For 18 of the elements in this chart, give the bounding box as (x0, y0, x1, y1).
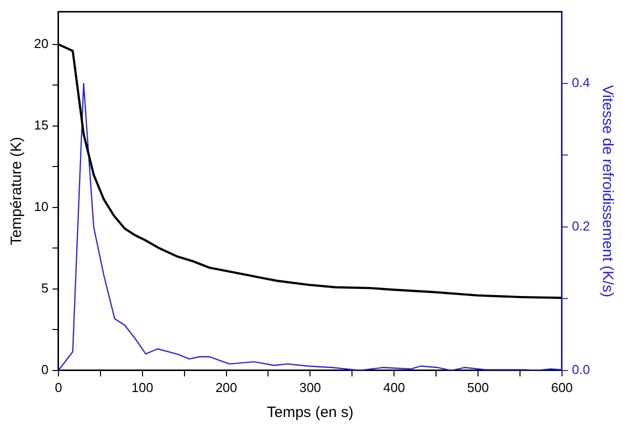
y2-tick-label: 0.0 (572, 362, 590, 377)
y-tick-label: 15 (34, 117, 48, 132)
x-tick-label: 100 (132, 380, 154, 395)
x-tick-label: 500 (467, 380, 489, 395)
y2-axis-title: Vitesse de refroidissement (K/s) (598, 84, 616, 298)
x-tick-label: 300 (299, 380, 322, 395)
x-tick-label: 0 (54, 380, 62, 395)
x-axis-title: Temps (en s) (266, 404, 354, 422)
x-tick-label: 600 (551, 380, 573, 395)
y-tick-label: 5 (41, 280, 48, 296)
y-tick-label: 10 (34, 198, 48, 214)
y2-tick-label: 0.2 (572, 218, 590, 234)
y2-tick-label: 0.4 (572, 75, 590, 90)
x-tick-label: 200 (215, 380, 238, 395)
y-tick-label: 20 (34, 36, 48, 51)
y-tick-label: 0 (41, 362, 48, 377)
y-axis-title: Température (K) (8, 136, 26, 246)
x-tick-label: 400 (383, 380, 405, 395)
